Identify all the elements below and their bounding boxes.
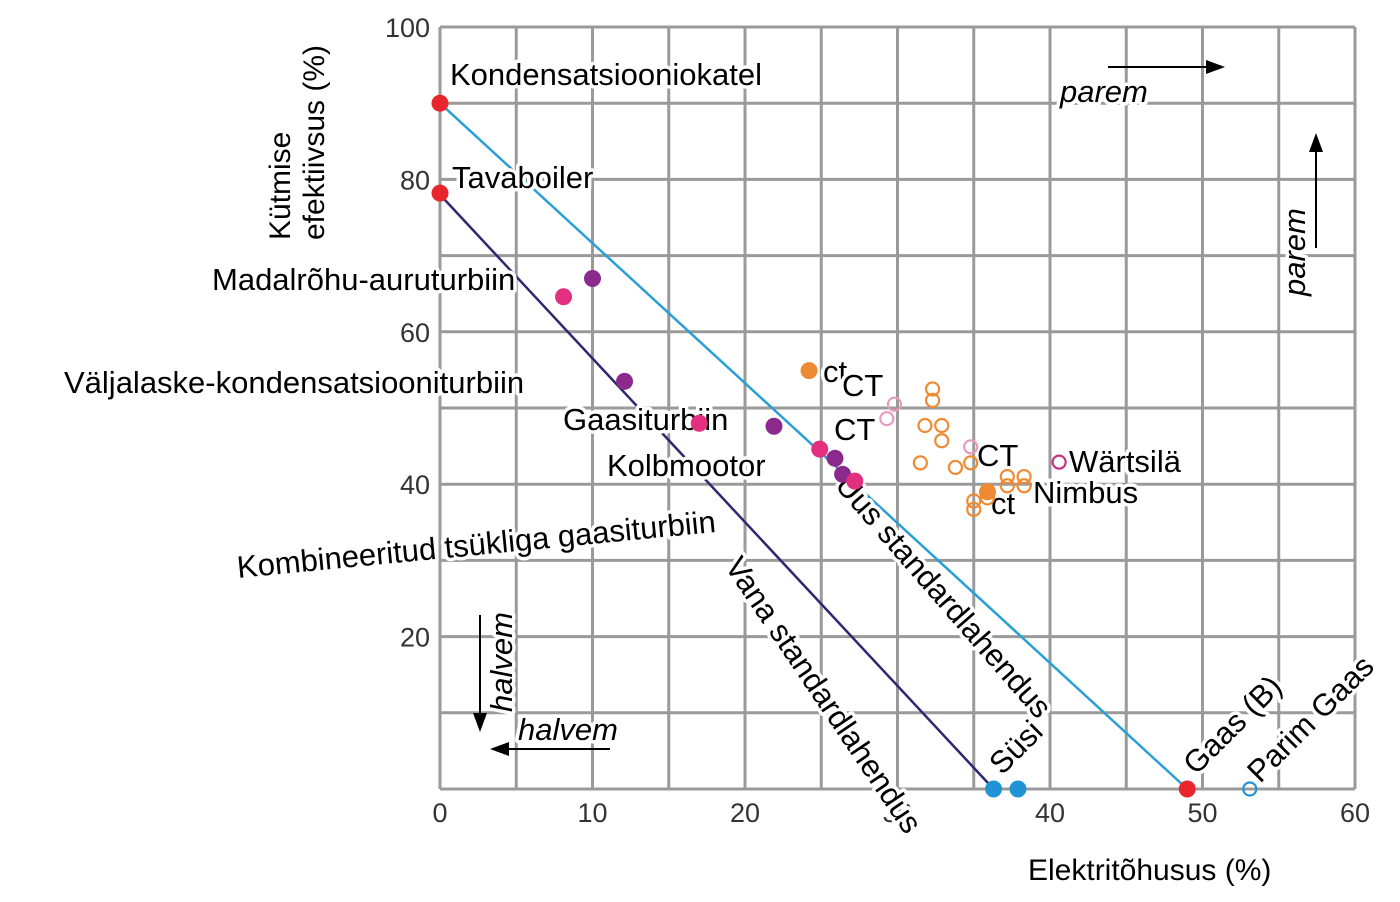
grid — [438, 25, 1357, 791]
y-tick-label: 20 — [400, 623, 430, 653]
data-point — [846, 472, 864, 490]
data-point-open — [879, 411, 895, 427]
data-points — [431, 94, 1258, 798]
data-point — [800, 362, 818, 380]
data-point-open — [979, 490, 996, 506]
annotations: Kondensatsiooniokatel Tavaboiler Madalrõhu… — [61, 54, 1385, 844]
data-point — [826, 449, 844, 467]
annotation-label: ct — [823, 354, 848, 389]
direction-indicators: parem parem halvem halvem — [473, 60, 1323, 756]
data-point — [616, 372, 634, 390]
data-point — [555, 288, 573, 306]
data-point — [431, 184, 449, 202]
data-point — [985, 780, 1003, 798]
y-tick-label: 100 — [385, 13, 430, 43]
x-tick-label: 10 — [577, 798, 607, 828]
x-tick-label: 60 — [1340, 798, 1370, 828]
left-arrowhead-icon — [490, 742, 509, 756]
data-point-open — [999, 468, 1015, 485]
annotation-label: Madalrõhu-auruturbiin — [212, 262, 515, 297]
data-point-open — [934, 417, 950, 434]
reference-line — [439, 193, 995, 790]
annotation-label: Tavaboiler — [452, 160, 593, 195]
better-y-label: parem — [1277, 208, 1312, 297]
data-point — [811, 440, 829, 458]
worse-x-label: halvem — [518, 712, 618, 747]
annotation-label: Wärtsilä — [1069, 444, 1182, 479]
data-point-open — [934, 433, 950, 449]
data-point-open — [963, 455, 979, 471]
x-axis-label: Elektritõhusus (%) — [1028, 854, 1271, 887]
data-point — [584, 269, 601, 287]
y-tick-label: 80 — [400, 165, 430, 195]
data-point-open — [966, 493, 982, 509]
data-point-open — [1016, 468, 1032, 485]
data-point — [1178, 780, 1196, 798]
right-arrowhead-icon — [1206, 60, 1225, 74]
x-tick-label: 0 — [432, 798, 447, 828]
up-arrowhead-icon — [1309, 133, 1323, 152]
data-point-open — [912, 455, 928, 471]
annotation-label: Gaasiturbiin — [563, 402, 728, 437]
data-point — [690, 414, 708, 432]
data-point-open — [999, 478, 1015, 494]
y-tick-label: 40 — [400, 470, 430, 500]
annotation-label: Uus standardlahendus — [829, 468, 1059, 725]
y-tick-label: 60 — [400, 318, 430, 348]
x-tick-label: 30 — [882, 798, 912, 828]
data-point-open — [966, 501, 982, 517]
down-arrowhead-icon — [473, 713, 487, 732]
data-point — [431, 94, 449, 112]
x-tick-label: 40 — [1035, 798, 1065, 828]
data-point — [765, 417, 783, 435]
y-axis-label: Kütmise efektiivsus (%) — [264, 45, 331, 240]
data-point — [1009, 780, 1027, 798]
tick-labels: 0 10 20 30 40 50 60 20 40 60 80 100 — [385, 13, 1370, 828]
data-point-open — [917, 417, 933, 434]
x-tick-label: 50 — [1187, 798, 1217, 828]
data-point-open — [1051, 454, 1067, 470]
annotation-label: Kondensatsiooniokatel — [450, 57, 762, 92]
data-point-open — [1242, 781, 1258, 797]
x-tick-label: 20 — [730, 798, 760, 828]
data-point-open — [924, 381, 941, 397]
annotation-label: Nimbus — [1033, 475, 1138, 510]
data-point-open — [947, 459, 964, 476]
data-point-open — [1016, 478, 1032, 494]
annotation-label: Väljalaske-kondensatsiooniturbiin — [64, 365, 524, 400]
annotation-label: Kombineeritud tsükliga gaasiturbiin — [235, 504, 717, 585]
data-point-open — [924, 392, 941, 408]
data-point-open — [886, 396, 903, 412]
worse-y-label: halvem — [484, 612, 519, 712]
better-x-label: parem — [1059, 74, 1148, 109]
annotation-label: Kolbmootor — [607, 448, 766, 483]
annotation-label: Süsi — [982, 714, 1049, 781]
data-point-open — [963, 439, 979, 455]
annotation-label: CT — [834, 412, 875, 447]
y-axis-label-line1: Kütmise — [264, 132, 297, 240]
annotation-label: CT — [842, 368, 883, 403]
y-axis-label-line2: efektiivsus (%) — [298, 45, 331, 240]
annotation-label: CT — [977, 438, 1018, 473]
